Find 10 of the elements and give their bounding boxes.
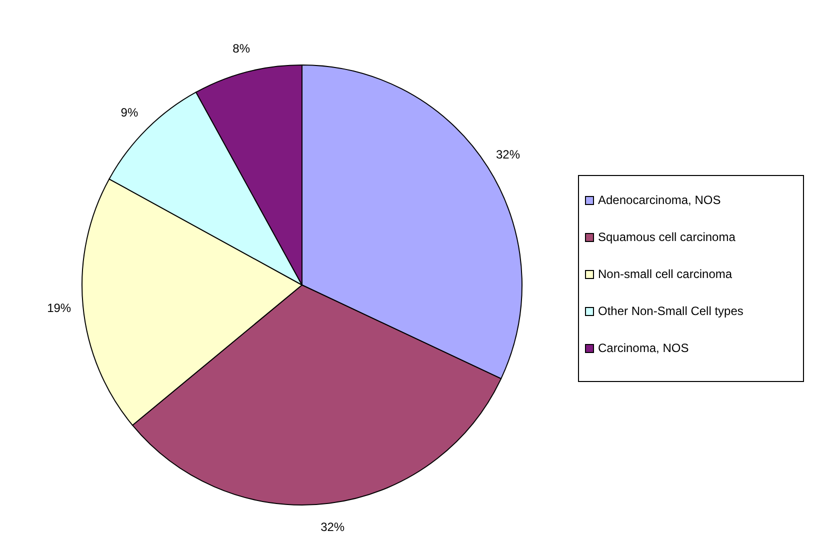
data-label: 8%: [232, 42, 250, 56]
legend-label: Non-small cell carcinoma: [598, 267, 732, 281]
data-label: 32%: [496, 147, 520, 162]
legend-label: Adenocarcinoma, NOS: [598, 193, 721, 207]
legend-label: Other Non-Small Cell types: [598, 304, 744, 318]
legend-label: Squamous cell carcinoma: [598, 230, 736, 244]
legend-label: Carcinoma, NOS: [598, 341, 689, 355]
data-label: 9%: [120, 105, 138, 120]
data-label: 19%: [47, 300, 72, 315]
data-label: 32%: [320, 520, 345, 534]
